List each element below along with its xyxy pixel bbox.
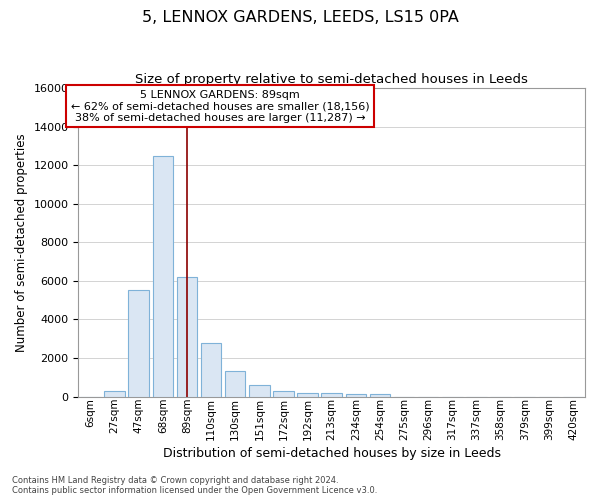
Bar (322, 394, 342, 396)
Text: 5 LENNOX GARDENS: 89sqm
← 62% of semi-detached houses are smaller (18,156)
38% o: 5 LENNOX GARDENS: 89sqm ← 62% of semi-de… (71, 90, 370, 123)
Title: Size of property relative to semi-detached houses in Leeds: Size of property relative to semi-detach… (135, 72, 528, 86)
Bar (346, 394, 366, 396)
Bar (104, 391, 125, 396)
Bar (370, 394, 390, 396)
Bar (298, 392, 318, 396)
Text: 5, LENNOX GARDENS, LEEDS, LS15 0PA: 5, LENNOX GARDENS, LEEDS, LS15 0PA (142, 10, 458, 25)
Bar (177, 277, 197, 396)
Text: Contains HM Land Registry data © Crown copyright and database right 2024.
Contai: Contains HM Land Registry data © Crown c… (12, 476, 377, 495)
X-axis label: Distribution of semi-detached houses by size in Leeds: Distribution of semi-detached houses by … (163, 447, 501, 460)
Bar (249, 385, 269, 396)
Bar (273, 392, 294, 396)
Bar (201, 342, 221, 396)
Y-axis label: Number of semi-detached properties: Number of semi-detached properties (15, 133, 28, 352)
Bar (128, 290, 149, 397)
Bar (225, 370, 245, 396)
Bar (152, 156, 173, 396)
